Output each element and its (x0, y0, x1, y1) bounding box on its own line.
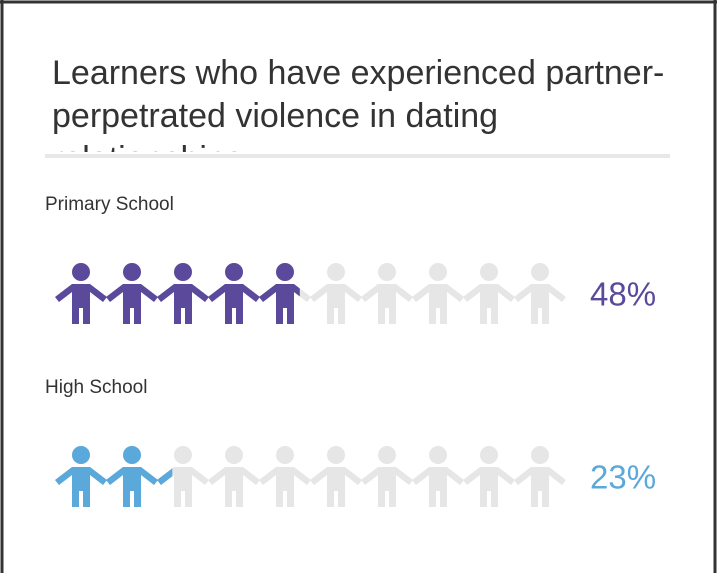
category-label: Primary School (45, 194, 174, 215)
person-icon (259, 446, 311, 507)
person-icon (55, 263, 107, 324)
person-icon (310, 263, 362, 324)
person-icon (412, 263, 464, 324)
person-icon (361, 446, 413, 507)
value-label: 48% (590, 276, 656, 313)
category-label: High School (45, 377, 147, 398)
person-icon (310, 446, 362, 507)
title-box: Learners who have experienced partner-pe… (52, 54, 665, 152)
person-icon (463, 446, 515, 507)
person-icon (412, 446, 464, 507)
person-icon (55, 446, 107, 507)
person-icon (463, 263, 515, 324)
person-icon (208, 263, 260, 324)
chart-title: Learners who have experienced partner-pe… (52, 54, 665, 152)
person-icon (157, 263, 209, 324)
person-icon (361, 263, 413, 324)
person-icon (514, 263, 566, 324)
value-label: 23% (590, 459, 656, 496)
person-icon (106, 263, 158, 324)
person-icon (106, 446, 158, 507)
person-icon (514, 446, 566, 507)
person-icon (208, 446, 260, 507)
